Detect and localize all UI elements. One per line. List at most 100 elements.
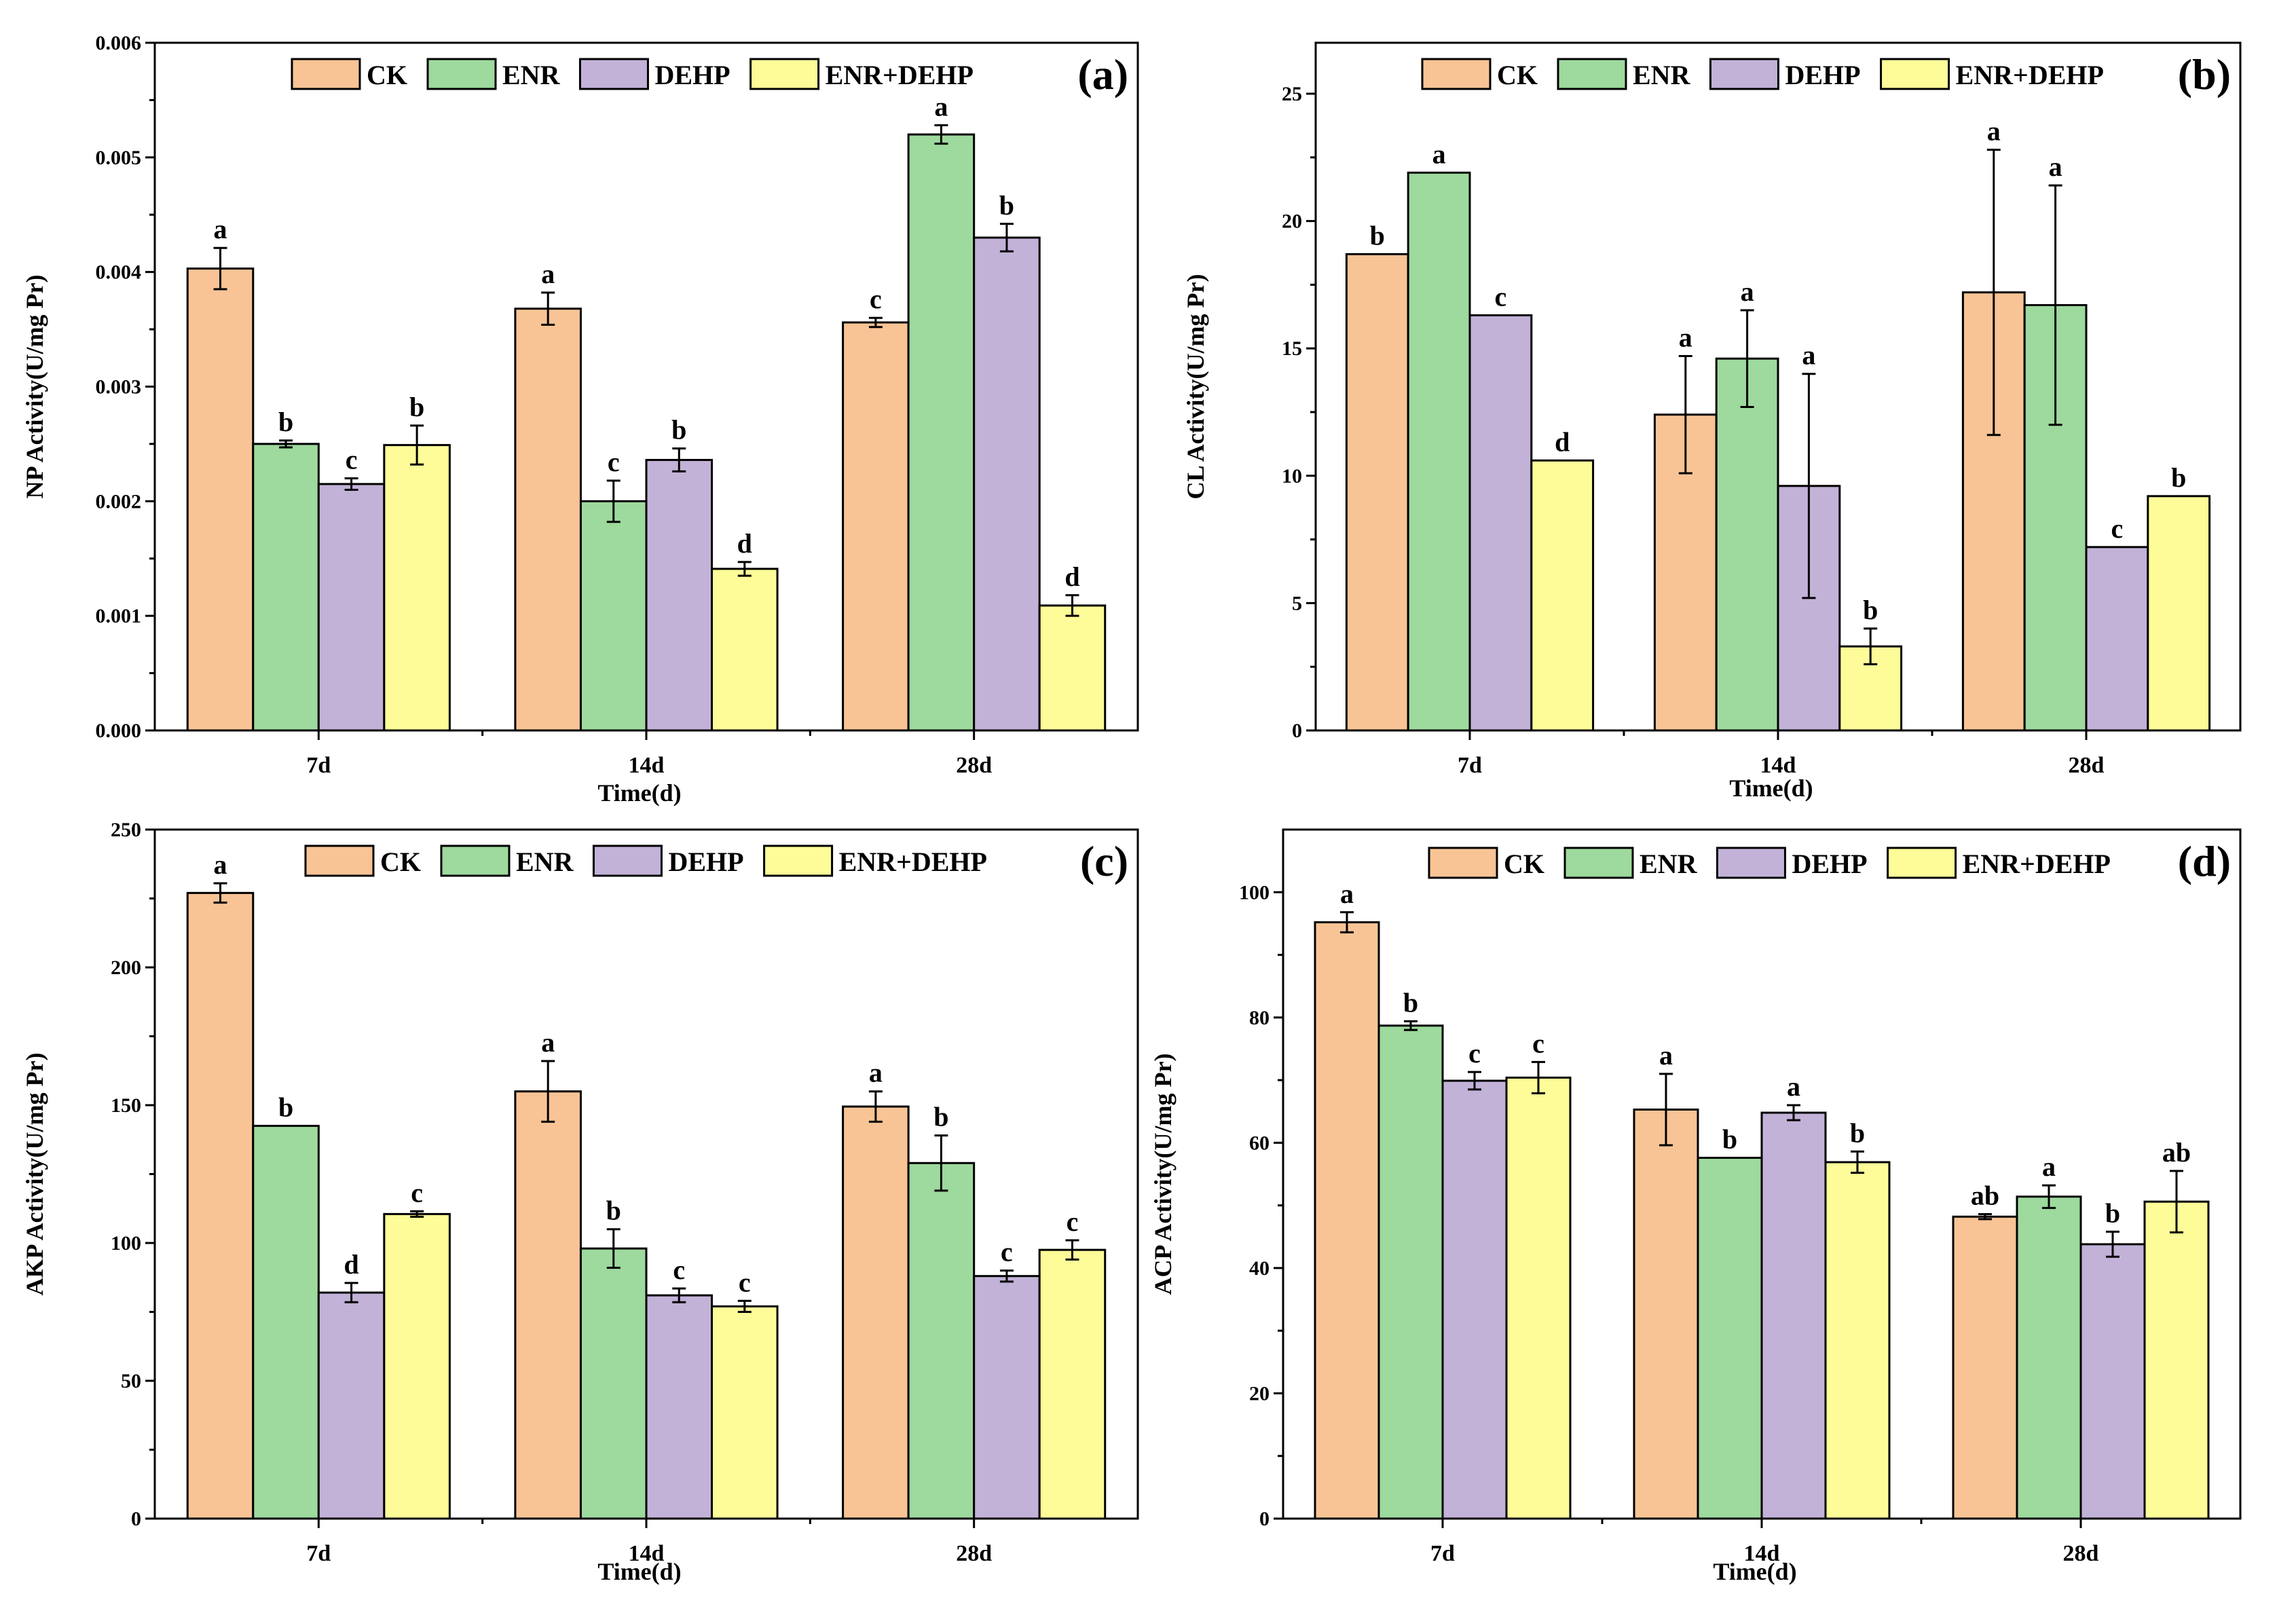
y-tick-label: 10 xyxy=(1282,465,1302,487)
significance-label: c xyxy=(2111,513,2124,544)
y-tick-label: 0.001 xyxy=(96,605,142,627)
legend-label: ENR+DEHP xyxy=(826,60,974,90)
significance-label: b xyxy=(278,1092,293,1122)
x-tick-label: 28d xyxy=(956,753,992,778)
y-tick-label: 0 xyxy=(1259,1508,1270,1530)
bar-dehp-7d xyxy=(1441,1079,1508,1520)
panel-letter: (d) xyxy=(2178,837,2231,885)
bar-dehp-7d xyxy=(317,483,386,732)
panel-letter: (b) xyxy=(2178,50,2231,98)
y-tick-label: 60 xyxy=(1249,1132,1270,1154)
y-tick-label: 20 xyxy=(1249,1382,1270,1405)
bar-ck-28d xyxy=(1952,1215,2018,1520)
bar-dehp-14d xyxy=(645,459,714,732)
bar-enr-7d xyxy=(1377,1024,1444,1520)
bar-ck-28d xyxy=(842,1105,910,1520)
significance-label: a xyxy=(1679,322,1692,352)
significance-label: c xyxy=(608,447,620,477)
bar-enr-dehp-7d xyxy=(383,444,451,732)
bar-ck-14d xyxy=(1633,1108,1699,1520)
bar-dehp-28d xyxy=(2079,1243,2146,1520)
y-tick-label: 0.003 xyxy=(96,376,142,398)
bar-dehp-28d xyxy=(2085,546,2149,732)
significance-label: b xyxy=(409,392,424,422)
significance-label: c xyxy=(739,1267,751,1297)
legend-label: DEHP xyxy=(668,847,743,877)
bar-dehp-14d xyxy=(1760,1111,1827,1520)
significance-label: a xyxy=(934,92,948,122)
y-tick-label: 0 xyxy=(131,1508,141,1530)
legend: CK ENR DEHP ENR+DEHP xyxy=(304,844,987,877)
significance-label: c xyxy=(411,1177,423,1208)
legend-label: CK xyxy=(1497,60,1538,90)
y-axis-title: ACP Activity(U/mg Pr) xyxy=(1149,1054,1177,1295)
significance-label: a xyxy=(541,1027,555,1058)
x-axis-title: Time(d) xyxy=(597,1558,681,1585)
y-tick-label: 50 xyxy=(121,1370,141,1392)
significance-label: a xyxy=(1741,276,1754,307)
y-tick-label: 150 xyxy=(111,1094,141,1117)
legend-swatch-enr-dehp xyxy=(1887,847,1957,879)
y-tick-label: 40 xyxy=(1249,1257,1270,1280)
significance-label: b xyxy=(999,190,1014,221)
bar-enr-14d xyxy=(1715,357,1779,732)
significance-label: a xyxy=(2049,151,2062,182)
bar-enr-7d xyxy=(252,443,320,732)
significance-label: a xyxy=(1432,138,1446,169)
significance-label: b xyxy=(1370,220,1385,250)
bar-enr-dehp-7d xyxy=(1505,1076,1572,1520)
x-axis-title: Time(d) xyxy=(597,779,681,806)
significance-label: a xyxy=(1659,1040,1673,1071)
chart-panel-3: 0 50 100 150 200 250 7d a b d c 14d a b c c 28d a b c c AKP A… xyxy=(21,819,1139,1585)
bar-dehp-28d xyxy=(973,236,1041,732)
legend-swatch-ck xyxy=(304,844,375,877)
significance-label: c xyxy=(1532,1028,1544,1058)
x-tick-label: 14d xyxy=(629,1541,665,1566)
bar-enr-dehp-28d xyxy=(2147,495,2211,732)
significance-label: a xyxy=(2042,1151,2056,1182)
significance-label: c xyxy=(1495,281,1507,312)
legend-swatch-enr xyxy=(440,844,511,877)
legend-swatch-enr-dehp xyxy=(749,58,820,90)
legend: CK ENR DEHP ENR+DEHP xyxy=(291,58,974,90)
x-tick-label: 14d xyxy=(1760,753,1796,778)
legend-swatch-dehp xyxy=(592,844,663,877)
y-tick-label: 0.000 xyxy=(96,720,142,742)
x-tick-label: 7d xyxy=(306,753,331,778)
bar-dehp-7d xyxy=(1468,314,1533,732)
x-axis-title: Time(d) xyxy=(1729,775,1813,802)
significance-label: b xyxy=(278,407,293,437)
significance-label: d xyxy=(1064,561,1079,592)
bar-enr-dehp-28d xyxy=(2143,1200,2210,1520)
y-tick-label: 0.002 xyxy=(96,490,142,513)
significance-label: d xyxy=(737,528,752,559)
bar-enr-7d xyxy=(252,1124,320,1520)
legend-label: DEHP xyxy=(1792,849,1867,879)
significance-label: b xyxy=(606,1195,621,1226)
legend-swatch-enr xyxy=(1557,58,1627,90)
bar-ck-14d xyxy=(514,308,582,732)
legend-swatch-ck xyxy=(1421,58,1492,90)
y-axis-title: CL Activity(U/mg Pr) xyxy=(1182,274,1209,500)
bar-ck-14d xyxy=(514,1090,582,1520)
significance-label: b xyxy=(671,415,686,445)
y-tick-label: 25 xyxy=(1282,83,1302,105)
bar-enr-dehp-14d xyxy=(711,568,779,732)
y-tick-label: 0.004 xyxy=(96,261,142,284)
y-tick-label: 15 xyxy=(1282,337,1302,360)
chart-panel-2: 0 5 10 15 20 25 7d b a c d 14d a a a b 28d a a c b CL Activit… xyxy=(1182,41,2242,802)
chart-panel-1: 0.000 0.001 0.002 0.003 0.004 0.005 0.006 7d a b c… xyxy=(21,32,1139,806)
x-axis-title: Time(d) xyxy=(1713,1558,1796,1585)
legend-label: ENR xyxy=(1633,60,1691,90)
significance-label: b xyxy=(1850,1117,1865,1148)
significance-label: a xyxy=(1802,340,1815,371)
bar-enr-dehp-14d xyxy=(1838,645,1903,732)
legend-swatch-ck xyxy=(1428,847,1498,879)
x-tick-label: 14d xyxy=(1744,1541,1780,1566)
bar-enr-dehp-14d xyxy=(711,1305,779,1520)
significance-label: d xyxy=(1555,426,1570,457)
significance-label: c xyxy=(1468,1038,1481,1069)
legend-label: DEHP xyxy=(654,60,730,90)
legend-label: ENR xyxy=(1640,849,1698,879)
bar-ck-7d xyxy=(186,267,255,732)
